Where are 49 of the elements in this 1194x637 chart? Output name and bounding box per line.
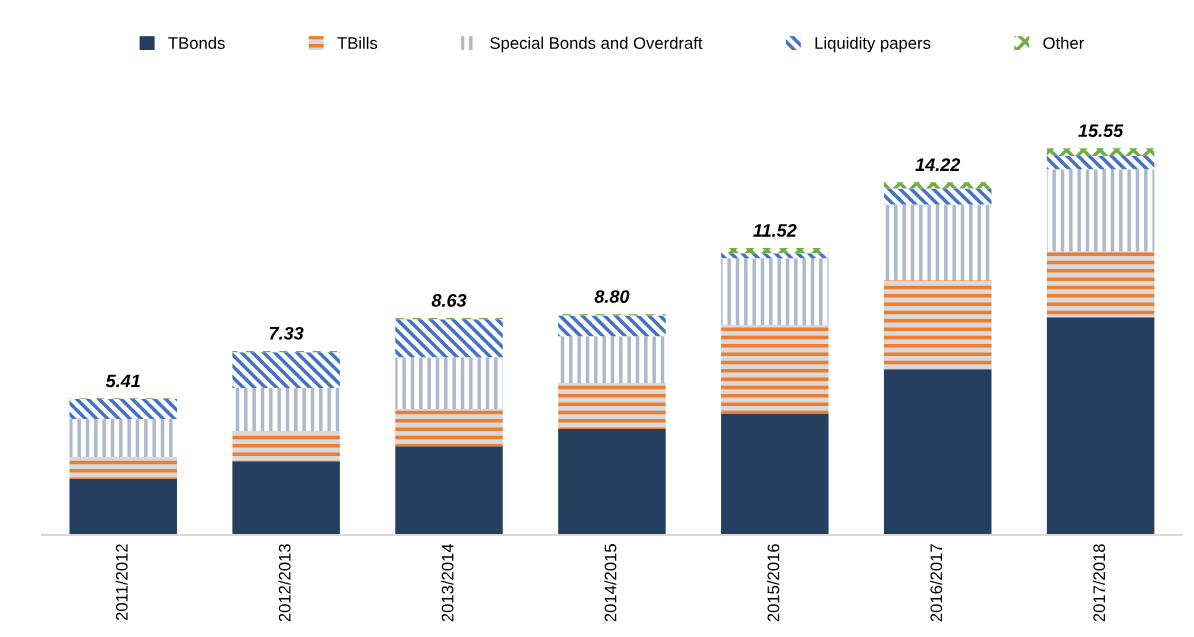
bar [883,188,992,205]
bar [1046,169,1155,252]
bar [883,182,992,189]
legend-label: Other [1043,36,1084,49]
annotation: 7.33 [269,326,304,340]
bar [558,383,666,430]
bar [883,204,992,281]
annotation: 8.63 [431,294,467,307]
bar [721,258,829,326]
bar [232,352,340,389]
bar [232,388,340,432]
legend-label: TBonds [168,36,225,49]
bar [69,398,177,420]
legend-label: TBills [337,36,378,49]
legend-label: Liquidity papers [815,36,931,53]
bar [395,357,503,409]
bar [1046,251,1155,318]
bar [1046,148,1155,157]
x-tick-label: 2013/2014 [441,543,454,622]
bar [558,336,666,384]
bar [395,409,503,447]
bar [395,446,503,536]
annotation: 5.41 [105,374,140,388]
x-tick-label: 2012/2013 [278,544,291,622]
bar [1046,317,1155,536]
bar [1046,156,1155,170]
bar [558,429,666,536]
bar [883,369,992,536]
x-tick-label: 2016/2017 [929,544,943,622]
bar [883,280,992,370]
annotation: 15.55 [1078,124,1124,138]
bar [395,319,503,358]
legend-label: Special Bonds and Overdraft [490,36,703,53]
x-tick-label: 2014/2015 [604,544,617,622]
bar [69,479,177,536]
annotation: 14.22 [915,158,961,171]
bar [721,253,829,259]
bar [721,325,829,415]
bar [721,414,829,536]
bar [232,431,340,462]
x-tick-label: 2017/2018 [1092,544,1106,622]
bar [69,456,177,479]
x-tick-label: 2011/2012 [115,544,128,621]
x-tick-label: 2015/2016 [767,544,780,622]
annotation: 8.80 [594,290,630,303]
annotation: 11.52 [753,224,797,237]
bar [558,315,666,337]
bar [232,461,340,536]
bar [721,248,829,254]
